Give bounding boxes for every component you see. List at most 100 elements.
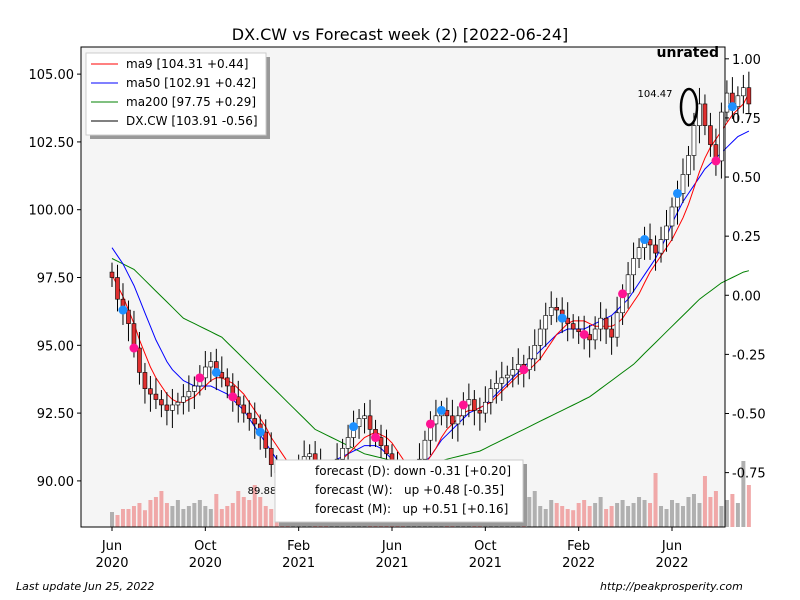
volume-bar xyxy=(691,494,696,527)
x-tick-label: Jun xyxy=(661,539,682,554)
candle-body xyxy=(488,388,494,403)
x-tick-year: 2021 xyxy=(375,556,408,571)
y2-tick-label: 0.75 xyxy=(732,112,761,127)
candle-body xyxy=(307,453,312,457)
candle-body xyxy=(543,315,549,330)
volume-bar xyxy=(543,509,548,527)
candle-body xyxy=(455,415,461,425)
candle-body xyxy=(268,448,274,465)
volume-bar xyxy=(230,503,235,527)
x-tick-label: Feb xyxy=(287,539,310,554)
candle-body xyxy=(153,393,159,400)
candle-body xyxy=(702,103,708,126)
footer-last-update: Last update Jun 25, 2022 xyxy=(16,580,155,593)
candle-body xyxy=(192,385,197,392)
y2-tick-label: -0.75 xyxy=(732,467,766,482)
candle-body xyxy=(636,247,642,259)
candle-body xyxy=(548,307,554,316)
y-tick-label: 97.50 xyxy=(37,272,74,287)
y-axis-right: -0.75 -0.50 -0.25 0.00 0.25 0.50 0.75 1.00 xyxy=(725,53,766,482)
volume-bar xyxy=(664,509,669,527)
forecast-up-marker xyxy=(436,405,446,415)
forecast-down-marker xyxy=(579,329,589,339)
candle-body xyxy=(164,404,170,411)
forecast-up-marker xyxy=(211,367,221,377)
candle-body xyxy=(203,366,208,379)
y2-tick-label: -0.25 xyxy=(732,348,766,363)
volume-bar xyxy=(604,509,609,527)
forecast-down-marker xyxy=(711,156,721,166)
volume-bar xyxy=(219,509,224,527)
candle-body xyxy=(175,401,181,406)
candle-body xyxy=(246,412,252,419)
volume-bar xyxy=(653,473,658,527)
volume-bar xyxy=(730,494,735,527)
forecast-down-marker xyxy=(371,433,381,443)
candle-body xyxy=(422,439,428,460)
candle-body xyxy=(170,404,175,411)
forecast-up-marker xyxy=(118,305,128,315)
candle-body xyxy=(362,415,367,419)
y-tick-label: 102.50 xyxy=(29,136,75,151)
volume-bar xyxy=(565,509,570,527)
candle-body xyxy=(504,374,510,379)
marker-layer xyxy=(118,102,737,443)
forecast-line: forecast (W): up +0.48 [-0.35] xyxy=(315,483,504,497)
forecast-up-marker xyxy=(349,422,359,432)
y2-tick-label: 1.00 xyxy=(732,53,761,68)
forecast-down-marker xyxy=(458,400,468,410)
x-tick-year: 2021 xyxy=(282,556,315,571)
volume-bar xyxy=(724,500,729,527)
candle-body xyxy=(741,87,746,97)
volume-bar xyxy=(680,506,685,527)
volume-bar xyxy=(247,500,252,527)
candle-body xyxy=(746,87,752,105)
forecast-up-marker xyxy=(727,102,737,112)
volume-bar xyxy=(659,506,664,527)
forecast-box: forecast (D): down -0.31 [+0.20] forecast… xyxy=(274,459,527,526)
candle-body xyxy=(137,347,142,373)
volume-bar xyxy=(593,503,598,527)
candle-body xyxy=(148,388,153,395)
forecast-down-marker xyxy=(129,343,139,353)
candle-body xyxy=(719,111,724,162)
forecast-down-marker xyxy=(425,419,435,429)
footer-source-link[interactable]: http://peakprosperity.com xyxy=(600,580,743,593)
volume-bar xyxy=(648,503,653,527)
volume-bar xyxy=(258,497,263,527)
volume-bar xyxy=(115,515,120,527)
candle-body xyxy=(345,437,351,449)
volume-bar xyxy=(554,503,559,527)
candle-body xyxy=(598,317,603,330)
forecast-up-marker xyxy=(640,235,650,245)
x-tick-year: 2020 xyxy=(95,556,128,571)
candle-body xyxy=(658,239,664,254)
candle-body xyxy=(126,309,131,324)
y-tick-label: 90.00 xyxy=(37,475,74,490)
x-axis: Jun 2020 Oct 2020 Feb 2021 Jun 2021 Oct 2021 Feb 20… xyxy=(95,527,689,571)
candle-body xyxy=(159,399,164,406)
last-value-circle xyxy=(679,87,699,127)
volume-bar xyxy=(532,491,537,527)
y-tick-label: 92.50 xyxy=(37,407,74,422)
volume-bar xyxy=(208,509,213,527)
x-tick-label: Jun xyxy=(381,539,402,554)
candle-body xyxy=(653,244,658,254)
candle-body xyxy=(367,415,373,430)
candle-body xyxy=(477,410,483,414)
candle-body xyxy=(664,225,669,240)
candle-body xyxy=(499,377,505,384)
volume-bar xyxy=(203,506,208,527)
candle-body xyxy=(554,307,560,311)
high-label: 104.47 xyxy=(638,89,673,100)
candle-body xyxy=(115,277,120,300)
volume-bar xyxy=(241,497,246,527)
legend-label: ma200 [97.75 +0.29] xyxy=(126,95,256,109)
volume-bar xyxy=(620,500,625,527)
candle-body xyxy=(669,206,675,227)
volume-bar xyxy=(263,506,268,527)
volume-bar xyxy=(225,506,230,527)
candle-body xyxy=(472,399,477,411)
candle-body xyxy=(378,437,384,446)
annotation-layer: 104.47 89.88 unrated xyxy=(248,45,719,497)
